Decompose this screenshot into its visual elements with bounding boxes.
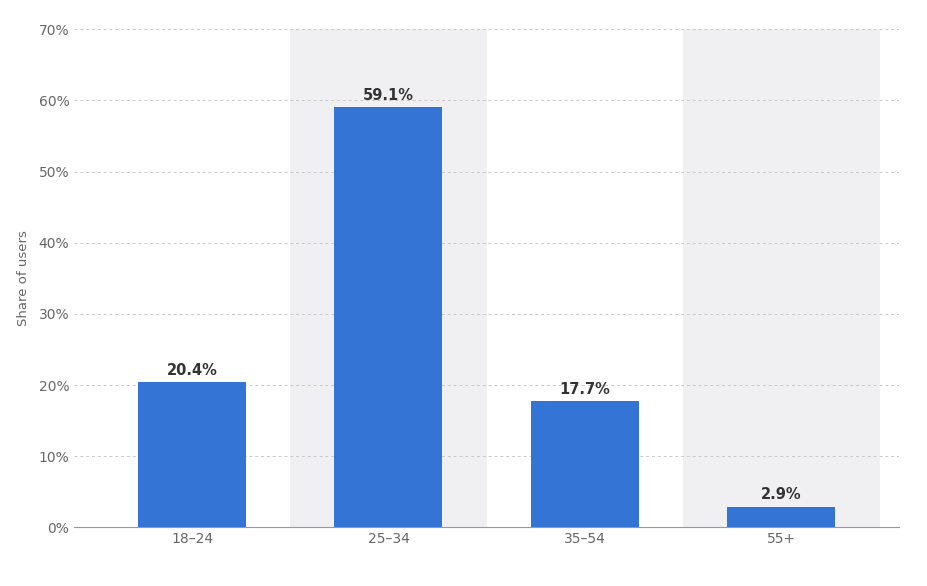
Text: 59.1%: 59.1% (363, 87, 414, 103)
Bar (728, 507, 835, 527)
Bar (683, 29, 880, 527)
Text: 17.7%: 17.7% (560, 382, 610, 397)
Bar (531, 401, 639, 527)
Bar (335, 107, 442, 527)
Bar (138, 382, 246, 527)
Y-axis label: Share of users: Share of users (18, 230, 31, 326)
Text: 20.4%: 20.4% (167, 363, 218, 378)
Text: 2.9%: 2.9% (761, 488, 802, 503)
Bar (290, 29, 487, 527)
